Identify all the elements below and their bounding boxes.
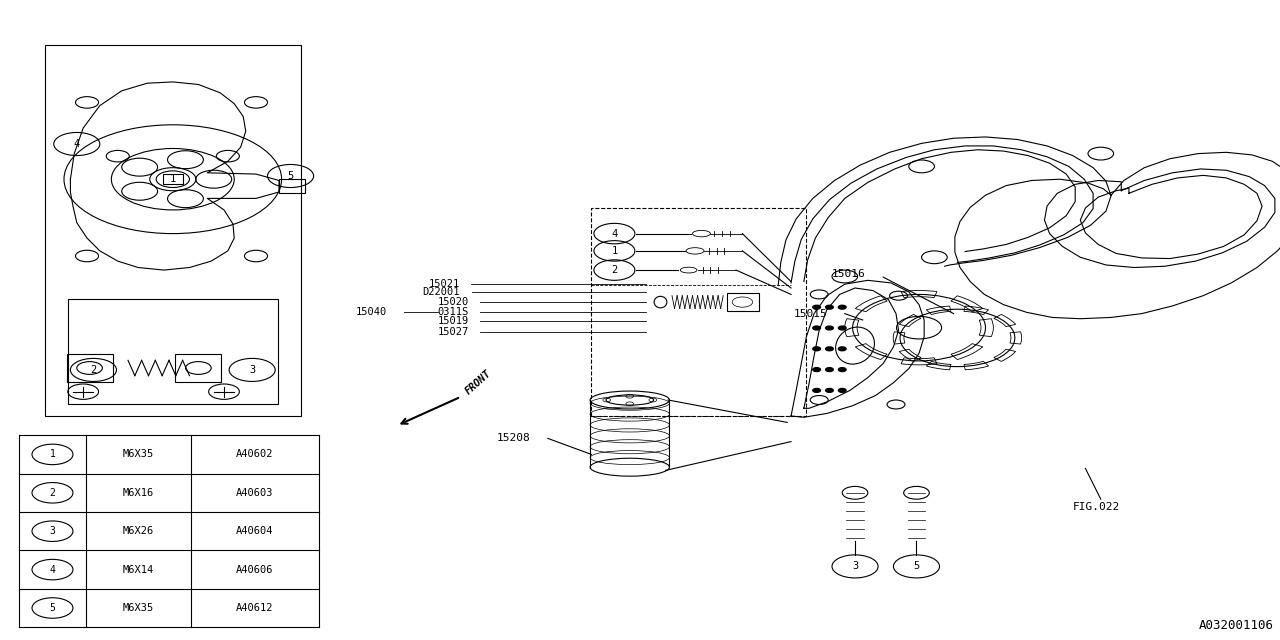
Bar bbox=[68, 299, 278, 404]
Text: 15040: 15040 bbox=[356, 307, 387, 317]
Text: M6X26: M6X26 bbox=[123, 526, 154, 536]
Circle shape bbox=[826, 347, 833, 351]
Circle shape bbox=[838, 326, 846, 330]
Text: 15020: 15020 bbox=[438, 297, 468, 307]
Text: D22001: D22001 bbox=[422, 287, 460, 298]
Text: 15208: 15208 bbox=[497, 433, 530, 444]
Text: M6X35: M6X35 bbox=[123, 449, 154, 460]
Circle shape bbox=[838, 367, 846, 371]
Circle shape bbox=[826, 326, 833, 330]
Circle shape bbox=[826, 305, 833, 309]
Text: 1: 1 bbox=[50, 449, 55, 460]
Text: FRONT: FRONT bbox=[463, 368, 493, 396]
Circle shape bbox=[838, 305, 846, 309]
Text: 3: 3 bbox=[250, 365, 255, 375]
Text: FIG.022: FIG.022 bbox=[1073, 502, 1120, 512]
Bar bbox=[279, 179, 305, 193]
Text: A40606: A40606 bbox=[236, 564, 274, 575]
Text: A40602: A40602 bbox=[236, 449, 274, 460]
Bar bbox=[45, 45, 301, 416]
Text: A40604: A40604 bbox=[236, 526, 274, 536]
Circle shape bbox=[813, 326, 820, 330]
Circle shape bbox=[813, 305, 820, 309]
Text: 5: 5 bbox=[914, 561, 919, 572]
Text: A40603: A40603 bbox=[236, 488, 274, 498]
Circle shape bbox=[813, 388, 820, 392]
Circle shape bbox=[826, 388, 833, 392]
Bar bbox=[163, 174, 183, 184]
Circle shape bbox=[826, 367, 833, 371]
Text: M6X16: M6X16 bbox=[123, 488, 154, 498]
Text: M6X14: M6X14 bbox=[123, 564, 154, 575]
Text: 15016: 15016 bbox=[832, 269, 865, 279]
Text: 0311S: 0311S bbox=[438, 307, 468, 317]
Text: 15027: 15027 bbox=[438, 326, 468, 337]
Text: 3: 3 bbox=[852, 561, 858, 572]
Bar bbox=[591, 208, 806, 416]
Text: 2: 2 bbox=[612, 265, 617, 275]
Circle shape bbox=[838, 347, 846, 351]
Text: 15019: 15019 bbox=[438, 316, 468, 326]
Text: 15015: 15015 bbox=[794, 308, 827, 319]
Text: 5: 5 bbox=[288, 171, 293, 181]
Circle shape bbox=[813, 347, 820, 351]
Text: 2: 2 bbox=[50, 488, 55, 498]
Text: 4: 4 bbox=[74, 139, 79, 149]
Bar bbox=[727, 293, 759, 311]
Circle shape bbox=[813, 367, 820, 371]
Text: 4: 4 bbox=[612, 228, 617, 239]
Text: 15021: 15021 bbox=[429, 279, 460, 289]
Circle shape bbox=[838, 388, 846, 392]
Text: 4: 4 bbox=[50, 564, 55, 575]
Text: 2: 2 bbox=[91, 365, 96, 375]
Text: M6X35: M6X35 bbox=[123, 603, 154, 613]
Text: 3: 3 bbox=[50, 526, 55, 536]
Text: 1: 1 bbox=[170, 174, 175, 184]
Text: A40612: A40612 bbox=[236, 603, 274, 613]
Bar bbox=[67, 354, 113, 382]
Text: A032001106: A032001106 bbox=[1198, 620, 1274, 632]
Bar bbox=[175, 354, 221, 382]
Text: 1: 1 bbox=[612, 246, 617, 256]
Text: 5: 5 bbox=[50, 603, 55, 613]
